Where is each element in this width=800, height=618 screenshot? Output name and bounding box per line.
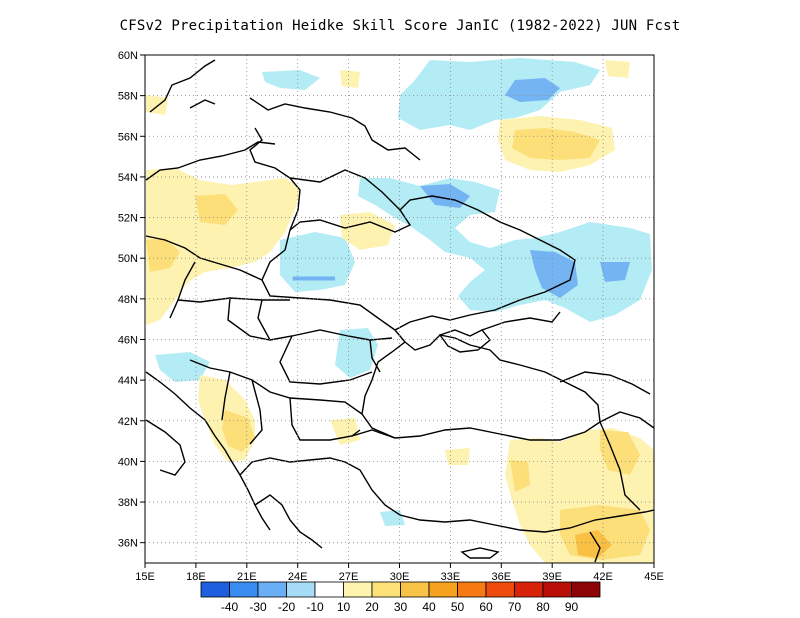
colorbar-swatch — [428, 581, 458, 598]
skill-region-20 — [222, 410, 255, 452]
poland-border — [145, 235, 263, 319]
y-tick-label: 58N — [118, 91, 138, 103]
y-tick-label: 48N — [118, 294, 138, 306]
ukraine-border — [261, 195, 576, 331]
colorbar-swatch — [571, 581, 601, 598]
skill-region-10 — [380, 510, 405, 526]
skill-region-6 — [600, 262, 630, 282]
greece-coast — [239, 457, 346, 549]
y-tick-label: 42N — [118, 416, 138, 428]
colorbar-swatch — [200, 581, 230, 598]
colorbar-label: -10 — [306, 600, 324, 614]
cyprus-coast — [460, 547, 500, 559]
skill-region-24 — [510, 460, 530, 492]
baltic-coast — [145, 59, 421, 181]
colorbar-label: 30 — [394, 600, 408, 614]
colorbar-label: 10 — [337, 600, 351, 614]
colorbar-label: 20 — [365, 600, 379, 614]
x-tick-label: 36E — [492, 571, 512, 583]
black-sea-coast — [361, 329, 601, 441]
x-tick-label: 42E — [593, 571, 613, 583]
skill-region-8 — [335, 328, 378, 378]
colorbar-swatch — [286, 581, 316, 598]
colorbar-label: 70 — [508, 600, 522, 614]
x-tick-label: 15E — [135, 571, 155, 583]
map-gridlines — [145, 55, 654, 563]
map-axes: 15E 18E 21E 24E 27E 30E 33E 36E 39E 42E 45E 60N 58N 5… — [118, 50, 664, 583]
skill-region-7 — [280, 232, 355, 292]
skill-region-0 — [398, 58, 600, 130]
y-tick-label: 36N — [118, 538, 138, 550]
x-tick-label: 27E — [339, 571, 359, 583]
colorbar-label: -40 — [221, 600, 239, 614]
crimea-coast — [438, 329, 491, 353]
y-tick-label: 46N — [118, 334, 138, 346]
colorbar-swatch — [514, 581, 544, 598]
skill-streak — [292, 276, 336, 281]
coastlines-borders — [145, 59, 654, 563]
colorbar-label: 40 — [422, 600, 436, 614]
colorbar-label: -20 — [278, 600, 296, 614]
colorbar-label: 80 — [536, 600, 550, 614]
y-tick-label: 44N — [118, 375, 138, 387]
x-tick-label: 24E — [288, 571, 308, 583]
colorbar-swatch — [343, 581, 373, 598]
azov-coast — [481, 311, 561, 331]
skill-region-1 — [505, 78, 560, 102]
russia-west-border — [249, 127, 301, 231]
x-tick-label: 45E — [644, 571, 664, 583]
x-tick-label: 33E — [441, 571, 461, 583]
colorbar-swatch — [485, 581, 515, 598]
italy-coast — [145, 419, 186, 476]
caucasus-border — [559, 371, 654, 429]
y-tick-label: 38N — [118, 497, 138, 509]
colorbar-swatch — [229, 581, 259, 598]
skill-region-5 — [530, 250, 578, 298]
skill-region-3 — [358, 178, 652, 322]
skill-region-11 — [146, 168, 300, 325]
chart-title: CFSv2 Precipitation Heidke Skill Score J… — [119, 18, 681, 34]
colorbar-swatch — [371, 581, 401, 598]
skill-region-28 — [605, 60, 630, 78]
skill-shading-layer — [146, 58, 654, 563]
y-tick-label: 50N — [118, 253, 138, 265]
x-tick-label: 39E — [542, 571, 562, 583]
skill-region-17 — [146, 95, 168, 115]
colorbar-swatch — [542, 581, 572, 598]
y-tick-label: 52N — [118, 213, 138, 225]
turkey-east-border — [589, 421, 641, 563]
central-europe-borders — [177, 297, 393, 385]
skill-region-12 — [146, 238, 180, 272]
skill-region-21 — [330, 418, 360, 445]
skill-region-25 — [600, 430, 640, 475]
colorbar-label: 90 — [565, 600, 579, 614]
colorbar-label: -30 — [249, 600, 267, 614]
colorbar-label: 50 — [451, 600, 465, 614]
skill-region-16 — [340, 212, 395, 250]
skill-region-4 — [420, 184, 470, 208]
x-tick-label: 21E — [237, 571, 257, 583]
colorbar: -40 -30 -20 -10 10 20 30 40 50 60 70 80 90 — [200, 581, 601, 614]
colorbar-swatch — [400, 581, 430, 598]
colorbar-label: 60 — [479, 600, 493, 614]
y-tick-label: 56N — [118, 131, 138, 143]
balkans-borders — [189, 359, 363, 445]
colorbar-swatch — [457, 581, 487, 598]
skill-region-2 — [262, 70, 320, 90]
y-tick-label: 54N — [118, 172, 138, 184]
y-tick-label: 60N — [118, 50, 138, 62]
x-tick-label: 18E — [186, 571, 206, 583]
colorbar-swatch — [257, 581, 287, 598]
belarus-border — [289, 169, 412, 233]
x-tick-label: 30E — [390, 571, 410, 583]
y-tick-label: 40N — [118, 456, 138, 468]
skill-region-22 — [445, 448, 470, 465]
colorbar-swatch — [314, 581, 344, 598]
skill-region-18 — [340, 70, 360, 88]
turkey-coast — [344, 429, 654, 533]
